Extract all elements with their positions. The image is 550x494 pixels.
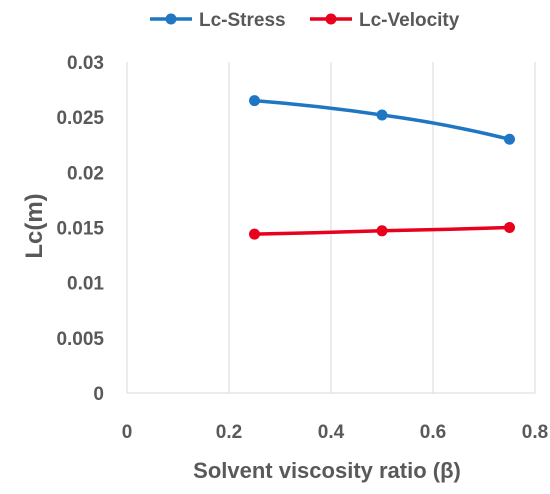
y-tick-label: 0.015 <box>56 219 104 240</box>
legend-label: Lc-Velocity <box>359 10 460 31</box>
y-tick-label: 0.03 <box>67 53 104 74</box>
legend-label: Lc-Stress <box>199 10 286 31</box>
grid-lines <box>228 62 536 393</box>
data-point <box>376 109 388 121</box>
y-tick-label: 0.01 <box>67 274 104 295</box>
data-point <box>504 222 515 233</box>
legend-marker <box>165 13 177 25</box>
y-tick-label: 0.005 <box>56 329 104 350</box>
y-tick-label: 0.025 <box>56 108 104 129</box>
y-axis-title: Lc(m) <box>21 193 48 258</box>
x-tick-label: 0.6 <box>420 422 446 443</box>
data-point <box>249 228 260 240</box>
legend: Lc-Stress Lc-Velocity <box>150 10 460 31</box>
y-tick-label: 0.02 <box>67 163 104 184</box>
x-tick-label: 0.4 <box>318 422 345 443</box>
x-tick-label: 0.8 <box>522 422 548 443</box>
data-point <box>376 225 388 237</box>
x-tick-label: 0 <box>122 422 133 443</box>
data-point <box>249 95 260 107</box>
x-tick-label: 0.2 <box>216 422 242 443</box>
x-axis-title: Solvent viscosity ratio (β) <box>193 458 461 483</box>
y-tick-label: 0 <box>93 384 104 405</box>
series-group <box>249 95 515 240</box>
axes: 0 0.2 0.4 0.6 0.8 0 0.005 0.01 0.015 0.02 0.025 0.0… <box>56 53 548 443</box>
legend-marker <box>325 13 337 25</box>
data-point <box>504 133 515 145</box>
